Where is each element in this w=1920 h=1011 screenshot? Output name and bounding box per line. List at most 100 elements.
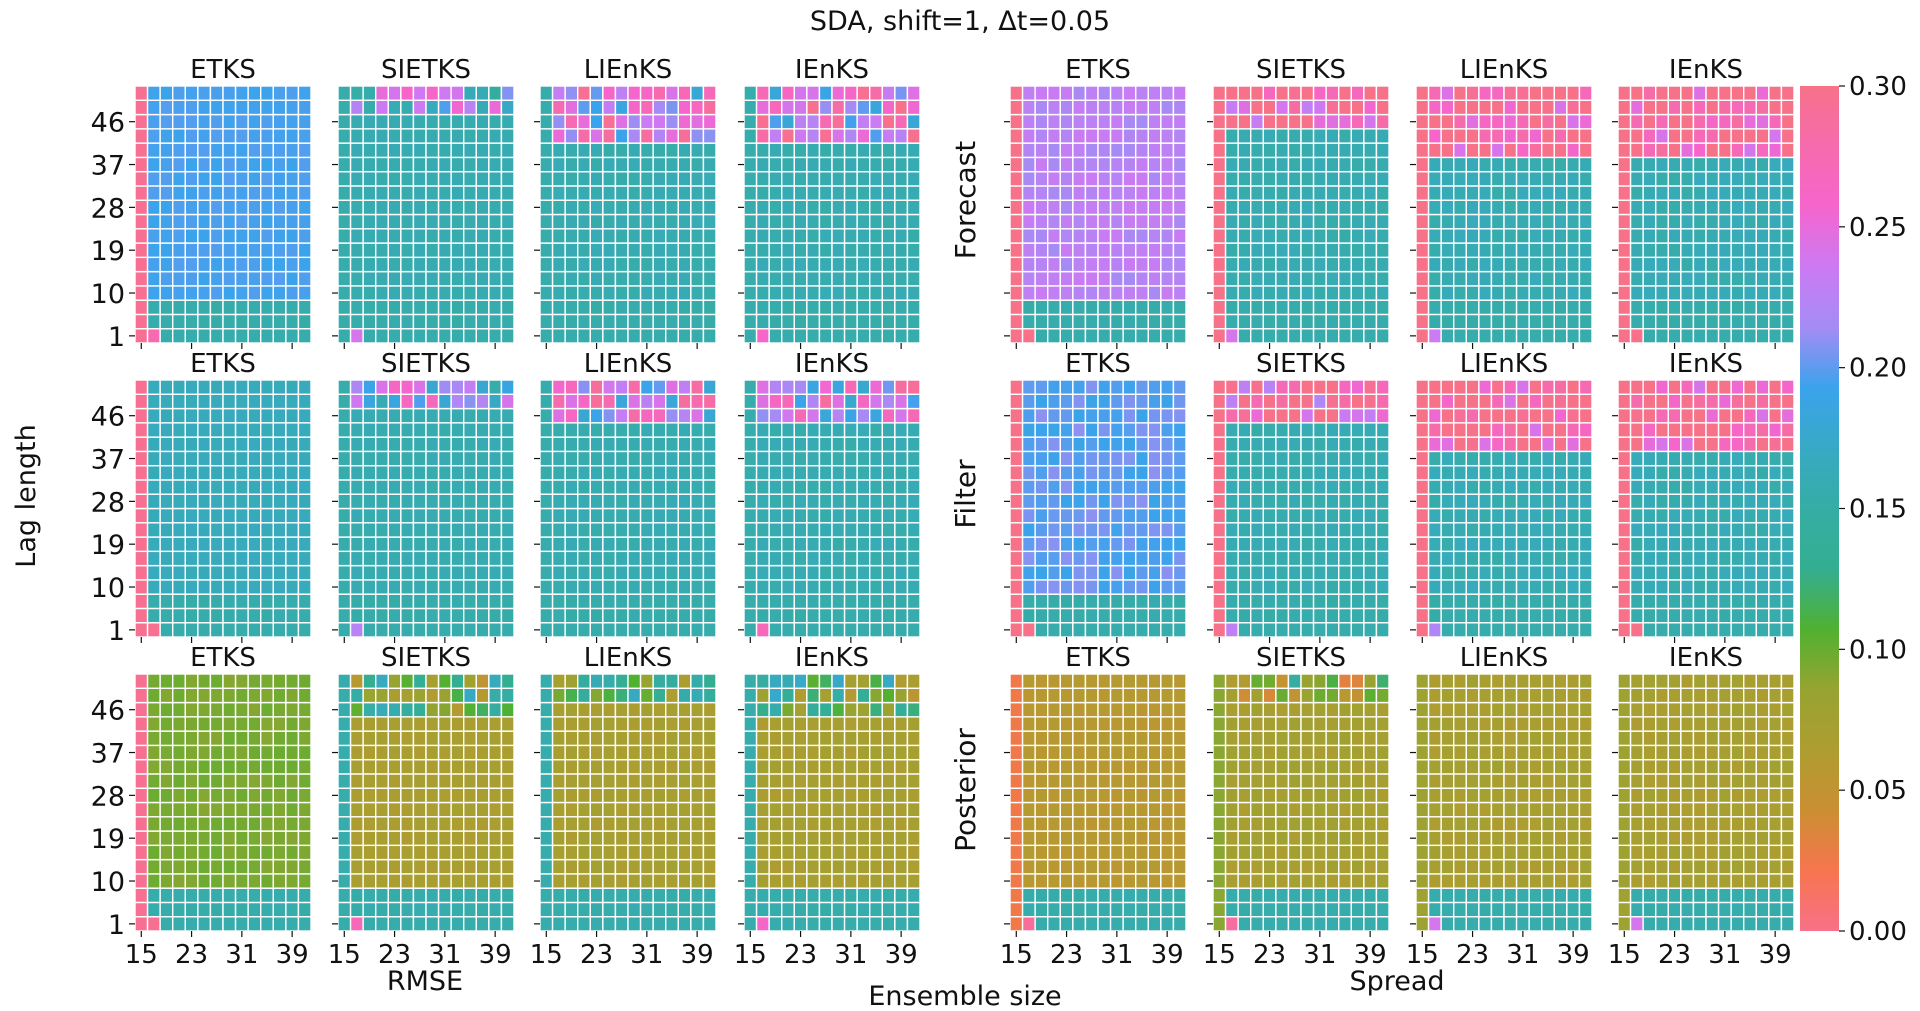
heatmap-cell (412, 550, 427, 567)
heatmap-cell (387, 407, 402, 424)
heatmap-cell (1780, 407, 1795, 424)
heatmap-cell (1692, 622, 1707, 638)
heatmap-cell (1135, 393, 1149, 410)
heatmap-cell (1629, 479, 1644, 495)
heatmap-cell (1275, 522, 1290, 538)
heatmap-cell (677, 170, 692, 187)
heatmap-cell (1021, 242, 1036, 259)
heatmap-cell (652, 242, 667, 259)
heatmap-cell (1275, 128, 1290, 144)
heatmap-cell (500, 916, 515, 932)
heatmap-cell (551, 228, 566, 244)
heatmap-cell (755, 522, 770, 538)
heatmap-cell (1578, 242, 1593, 259)
heatmap-cell (589, 579, 604, 595)
heatmap-cell (172, 716, 186, 732)
heatmap-cell (209, 493, 224, 510)
heatmap-cell (1780, 479, 1795, 495)
heatmap-cell (1490, 328, 1505, 344)
heatmap-cell (1566, 199, 1581, 216)
heatmap-cell (1578, 622, 1593, 638)
heatmap-cell (869, 464, 883, 481)
heatmap-cell (247, 170, 262, 187)
heatmap-cell (755, 579, 770, 595)
heatmap-cell (1415, 113, 1430, 130)
heatmap-cell (856, 464, 871, 481)
heatmap-cell (146, 701, 161, 718)
heatmap-cell (184, 285, 199, 301)
group-label-spread: Spread (1349, 966, 1444, 997)
heatmap-cell (1515, 156, 1530, 173)
heatmap-cell (551, 550, 566, 567)
heatmap-cell (400, 507, 415, 524)
heatmap-cell (881, 313, 896, 330)
heatmap-cell (1415, 242, 1430, 259)
heatmap-cell (677, 313, 692, 330)
heatmap-cell (843, 493, 858, 510)
heatmap-cell (1755, 199, 1770, 216)
heatmap-cell (1503, 550, 1518, 567)
heatmap-cell (1224, 579, 1239, 595)
heatmap-cell (690, 299, 705, 316)
heatmap-cell (272, 801, 287, 818)
heatmap-cell (297, 607, 312, 624)
heatmap-cell (1350, 422, 1365, 438)
heatmap-cell (1440, 564, 1455, 581)
heatmap-cell (209, 773, 224, 789)
heatmap-cell (589, 299, 604, 316)
heatmap-cell (1172, 285, 1187, 301)
heatmap-cell (349, 758, 364, 775)
heatmap-cell (349, 85, 364, 101)
y-tick-label: 37 (91, 739, 125, 770)
heatmap-cell (1667, 328, 1682, 344)
heatmap-cell (577, 493, 591, 510)
heatmap-cell (1503, 99, 1518, 116)
heatmap-cell (1034, 393, 1049, 410)
heatmap-cell (1730, 256, 1745, 273)
heatmap-cell (234, 450, 249, 467)
heatmap-cell (1350, 379, 1365, 395)
heatmap-cell (881, 299, 896, 316)
heatmap-cell (425, 887, 440, 904)
heatmap-cell (1541, 256, 1555, 273)
heatmap-cell (437, 407, 452, 424)
heatmap-cell (337, 450, 352, 467)
heatmap-cell (1453, 622, 1467, 638)
heatmap-cell (539, 607, 554, 624)
heatmap-cell (589, 99, 604, 116)
heatmap-cell (551, 142, 566, 159)
heatmap-cell (222, 185, 237, 201)
heatmap-cell (337, 858, 352, 875)
heatmap-cell (234, 393, 249, 410)
heatmap-cell (387, 730, 402, 747)
heatmap-cell (1453, 493, 1467, 510)
heatmap-cell (488, 170, 503, 187)
heatmap-cell (1350, 328, 1365, 344)
heatmap-cell (1730, 579, 1745, 595)
heatmap-cell (1578, 550, 1593, 567)
heatmap-cell (475, 816, 490, 832)
heatmap-cell (134, 593, 149, 610)
heatmap-cell (1692, 379, 1707, 395)
heatmap-cell (1478, 299, 1493, 316)
heatmap-cell (1350, 185, 1365, 201)
heatmap-cell (781, 156, 795, 173)
heatmap-cell (450, 758, 465, 775)
heatmap-cell (184, 858, 199, 875)
heatmap-cell (781, 213, 795, 230)
y-tick-label: 28 (91, 487, 125, 518)
heatmap-cell (793, 99, 808, 116)
heatmap-cell (134, 844, 149, 861)
heatmap-cell (1541, 507, 1555, 524)
heatmap-cell (1566, 522, 1581, 538)
heatmap-cell (856, 328, 871, 344)
heatmap-cell (564, 479, 579, 495)
heatmap-cell (1515, 493, 1530, 510)
heatmap-cell (602, 213, 617, 230)
heatmap-cell (665, 564, 679, 581)
heatmap-cell (1363, 256, 1378, 273)
heatmap-cell (564, 758, 579, 775)
heatmap-cell (197, 328, 212, 344)
heatmap-cell (1478, 607, 1493, 624)
heatmap-cell (1350, 113, 1365, 130)
